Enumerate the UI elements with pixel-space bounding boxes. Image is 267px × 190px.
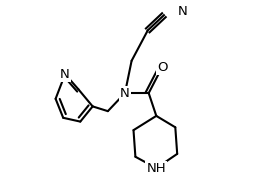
Text: N: N bbox=[178, 5, 188, 18]
Text: N: N bbox=[60, 68, 70, 81]
Text: N: N bbox=[120, 87, 130, 100]
Text: NH: NH bbox=[147, 162, 166, 175]
Text: O: O bbox=[157, 61, 167, 74]
